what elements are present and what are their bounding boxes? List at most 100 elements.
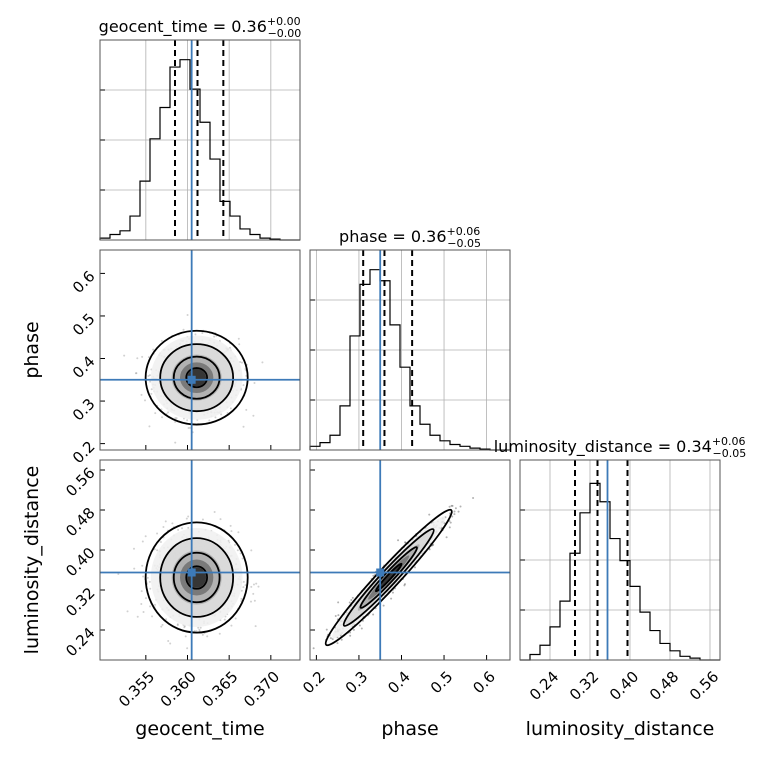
sample-point <box>182 328 185 331</box>
density-contour <box>374 562 403 593</box>
sample-point <box>149 380 152 383</box>
sample-point <box>213 511 216 514</box>
sample-point <box>229 407 232 410</box>
sample-point <box>242 580 245 583</box>
sample-point <box>152 348 155 351</box>
sample-point <box>175 417 178 420</box>
x-tick-label: 0.40 <box>606 668 642 704</box>
sample-point <box>153 548 156 551</box>
sample-point <box>340 638 343 641</box>
panel-frame <box>309 459 511 661</box>
sample-point <box>141 540 144 543</box>
histogram-step-geocent_time <box>99 59 300 241</box>
sample-point <box>159 540 162 543</box>
sample-point <box>149 587 152 590</box>
sample-point <box>123 354 126 357</box>
y-tick-label: 0.40 <box>62 544 98 580</box>
sample-point <box>382 604 385 607</box>
density-contour <box>185 367 208 389</box>
sample-point <box>448 505 451 508</box>
sample-point <box>160 339 163 342</box>
joint-panel-luminosity_distance-vs-geocent_time <box>99 459 301 661</box>
sample-point <box>372 574 375 577</box>
histogram-step-phase <box>309 269 510 451</box>
sample-point <box>453 513 456 516</box>
density-contour <box>185 565 208 590</box>
sample-point <box>445 536 448 539</box>
sample-point <box>186 419 189 422</box>
panel-frame <box>519 459 721 661</box>
sample-point <box>156 532 159 535</box>
sample-point <box>234 543 237 546</box>
sample-point <box>239 552 242 555</box>
sample-point <box>242 384 245 387</box>
x-tick-label: 0.24 <box>526 668 562 704</box>
y-axis-label-phase: phase <box>21 321 43 378</box>
y-tick-label: 0.48 <box>62 504 98 540</box>
sample-point <box>227 539 230 542</box>
sample-point <box>403 584 406 587</box>
density-contour <box>172 551 221 604</box>
sample-point <box>197 626 200 629</box>
truth-marker <box>376 568 385 577</box>
sample-point <box>358 624 361 627</box>
sample-point <box>198 628 201 631</box>
sample-point <box>142 610 145 613</box>
sample-point <box>186 313 189 316</box>
sample-point <box>397 539 400 542</box>
sample-point <box>428 548 431 551</box>
sample-point <box>242 425 245 428</box>
sample-point <box>154 412 157 415</box>
sample-point <box>472 496 475 499</box>
sample-point <box>214 416 217 419</box>
y-tick-label: 0.3 <box>69 395 99 425</box>
marginal-panel-phase <box>309 249 511 451</box>
x-tick-label: 0.3 <box>342 668 372 698</box>
sample-point <box>194 333 197 336</box>
density-contour <box>359 546 418 609</box>
sample-point <box>171 522 174 525</box>
y-tick-label: 0.56 <box>62 464 98 500</box>
sample-point <box>249 600 252 603</box>
sample-point <box>337 614 340 617</box>
sample-point <box>337 601 340 604</box>
sample-point <box>428 513 431 516</box>
sample-point <box>219 518 222 521</box>
sample-point <box>220 413 223 416</box>
sample-point <box>242 586 245 589</box>
sample-point <box>459 505 462 508</box>
panel-title-luminosity_distance: luminosity_distance = 0.34+0.06 −0.05 <box>494 435 747 460</box>
sample-point <box>201 518 204 521</box>
sample-point <box>360 627 363 630</box>
sample-point <box>240 597 243 600</box>
sample-point <box>176 623 179 626</box>
x-tick-label: 0.6 <box>469 668 499 698</box>
sample-point <box>453 510 456 513</box>
sample-point <box>167 639 170 642</box>
sample-point <box>223 618 226 621</box>
panel-title-phase: phase = 0.36+0.06 −0.05 <box>339 225 481 250</box>
sample-point <box>250 585 253 588</box>
sample-point <box>334 615 337 618</box>
sample-point <box>167 411 170 414</box>
sample-point <box>238 343 241 346</box>
sample-point <box>133 567 136 570</box>
sample-point <box>213 335 216 338</box>
sample-point <box>199 626 202 629</box>
sample-point <box>449 512 452 515</box>
sample-point <box>349 634 352 637</box>
sample-point <box>141 355 144 358</box>
y-tick-label: 0.2 <box>69 437 99 467</box>
truth-marker <box>187 375 196 384</box>
sample-point <box>450 504 453 507</box>
sample-point <box>349 631 352 634</box>
sample-point <box>261 361 264 364</box>
sample-point <box>177 528 180 531</box>
marginal-panel-geocent_time <box>99 39 301 241</box>
y-tick-label: 0.4 <box>69 352 99 382</box>
panel-frame <box>99 39 301 241</box>
joint-panel-phase-vs-geocent_time <box>99 249 301 451</box>
sample-point <box>241 557 244 560</box>
sample-point <box>391 591 394 594</box>
sample-point <box>134 372 137 375</box>
